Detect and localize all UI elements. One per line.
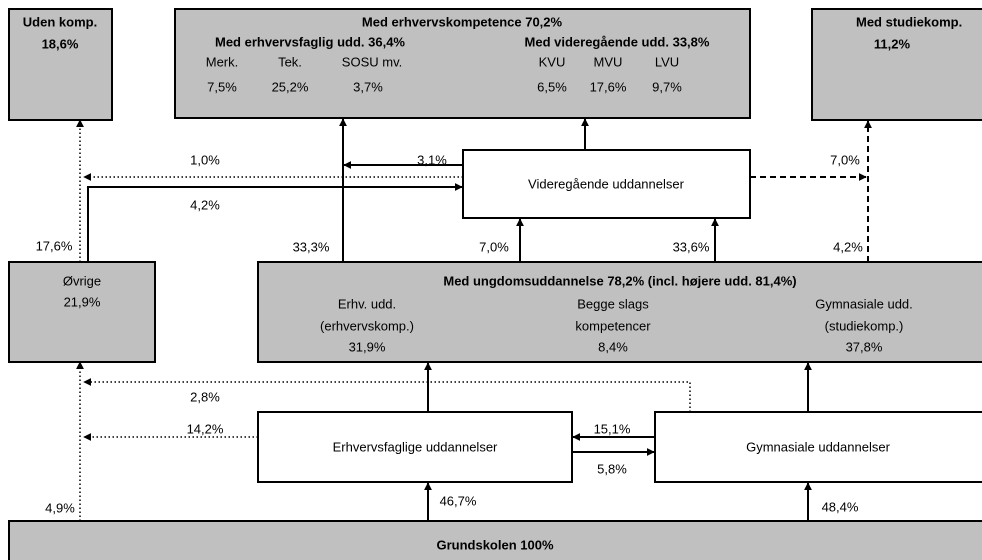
box — [8, 8, 113, 121]
value: 25,2% — [272, 79, 309, 94]
label: (erhvervskomp.) — [320, 318, 414, 333]
flow-label: 4,2% — [833, 239, 863, 254]
flow-label: 48,4% — [822, 499, 859, 514]
value: 6,5% — [537, 79, 567, 94]
value: 37,8% — [846, 339, 883, 354]
flow-label: 4,2% — [190, 197, 220, 212]
boxes — [8, 8, 982, 560]
value: 17,6% — [590, 79, 627, 94]
arrow — [83, 378, 691, 412]
value: 3,7% — [353, 79, 383, 94]
box-title: Grundskolen 100% — [436, 537, 553, 552]
group-title: Med erhvervsfaglig udd. 36,4% — [215, 34, 405, 49]
box-value: 11,2% — [874, 36, 911, 51]
label: MVU — [594, 54, 623, 69]
label: Merk. — [206, 54, 239, 69]
box — [8, 520, 982, 560]
flow-label: 1,0% — [190, 152, 220, 167]
arrow — [87, 183, 463, 262]
box-texts: Uden komp. 18,6% Med erhvervskompetence … — [23, 14, 962, 552]
box — [8, 261, 156, 363]
box — [654, 411, 982, 483]
arrows — [76, 118, 872, 521]
flow-label: 4,9% — [45, 500, 75, 515]
flow-label: 7,0% — [479, 239, 509, 254]
label: kompetencer — [575, 318, 651, 333]
label: Begge slags — [577, 296, 649, 311]
flow-label: 7,0% — [830, 152, 860, 167]
flow-label: 33,6% — [673, 239, 710, 254]
box-title: Med studiekomp. — [856, 14, 962, 29]
box — [811, 8, 982, 121]
box — [462, 149, 751, 219]
label: LVU — [655, 54, 679, 69]
value: 9,7% — [652, 79, 682, 94]
box-title: Øvrige — [63, 273, 101, 288]
group-title: Med videregående udd. 33,8% — [525, 34, 710, 49]
label: Tek. — [278, 54, 302, 69]
flow-label: 5,8% — [597, 461, 627, 476]
flow-label: 15,1% — [594, 421, 631, 436]
box — [257, 411, 573, 483]
label: SOSU mv. — [342, 54, 402, 69]
value: 7,5% — [207, 79, 237, 94]
label: KVU — [539, 54, 566, 69]
label: Erhv. udd. — [338, 296, 396, 311]
value: 31,9% — [349, 339, 386, 354]
flow-label: 2,8% — [190, 389, 220, 404]
label: Gymnasiale udd. — [815, 296, 913, 311]
box-title: Med ungdomsuddannelse 78,2% (incl. højer… — [443, 273, 796, 288]
label: (studiekomp.) — [825, 318, 904, 333]
box-title: Erhvervsfaglige uddannelser — [333, 439, 498, 454]
box-title: Videregående uddannelser — [528, 176, 685, 191]
box — [174, 8, 751, 119]
flow-label: 46,7% — [440, 493, 477, 508]
flow-labels: 17,6% 4,9% 1,0% 4,2% 3,1% 33,3% 7,0% 4,2… — [36, 152, 864, 515]
flow-label: 3,1% — [417, 152, 447, 167]
flow-label: 33,3% — [293, 239, 330, 254]
box-title: Med erhvervskompetence 70,2% — [362, 14, 563, 29]
flow-label: 14,2% — [187, 421, 224, 436]
box — [257, 261, 982, 363]
flow-label: 17,6% — [36, 238, 73, 253]
box-value: 21,9% — [64, 294, 101, 309]
box-title: Gymnasiale uddannelser — [746, 439, 890, 454]
box-title: Uden komp. — [23, 14, 97, 29]
box-value: 18,6% — [42, 36, 79, 51]
value: 8,4% — [598, 339, 628, 354]
